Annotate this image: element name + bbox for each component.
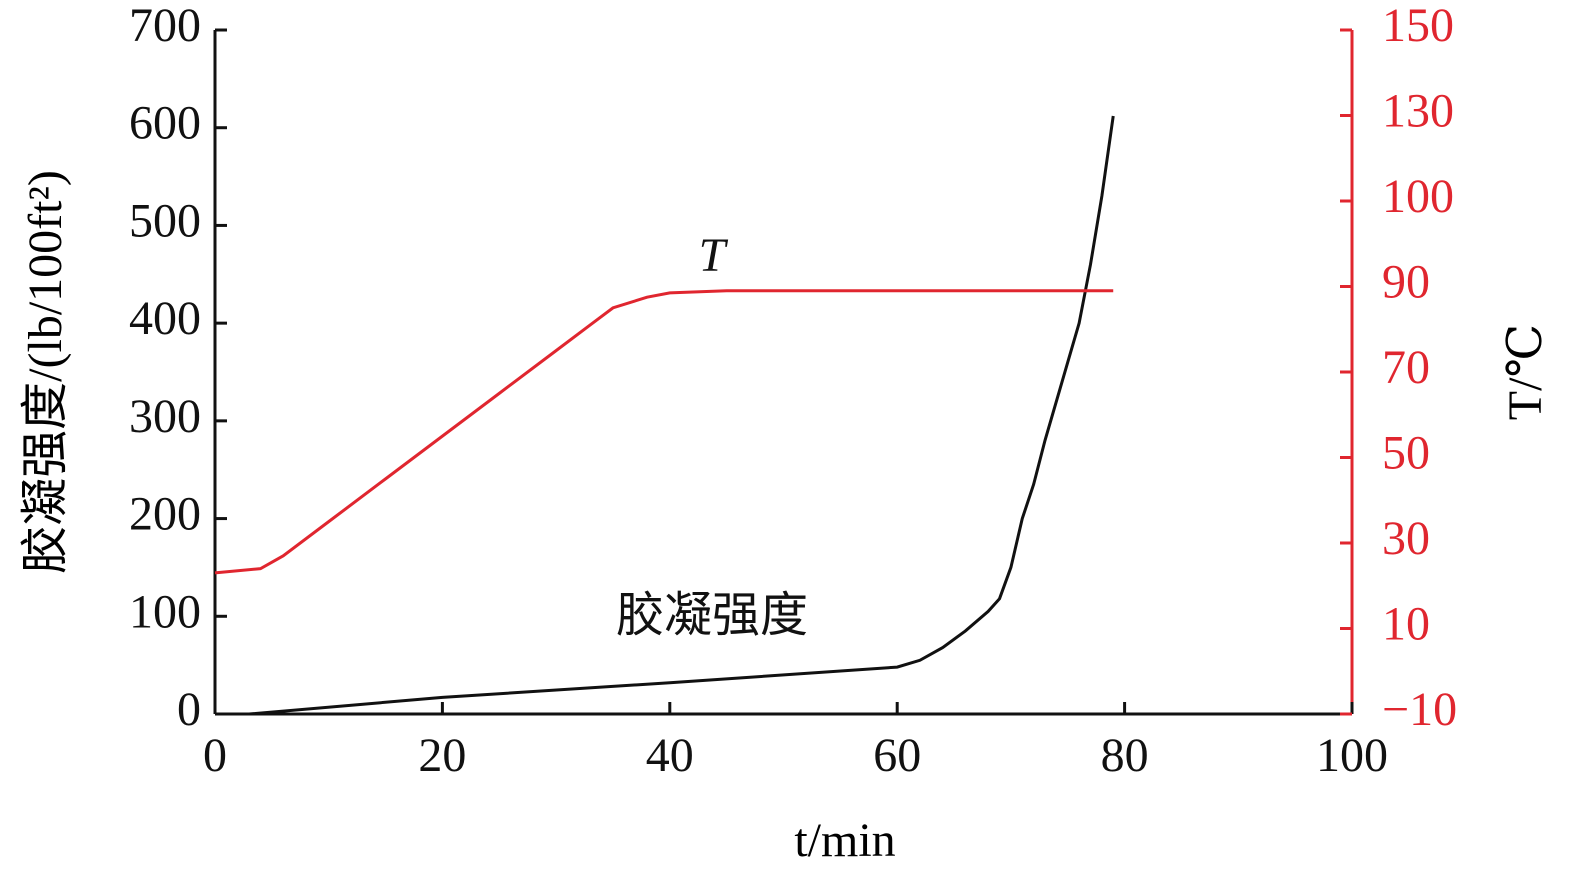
y-axis-label: 胶凝强度/(lb/100ft²) [19,170,72,574]
y2-tick-label: 50 [1382,427,1430,480]
y2-tick-label: 70 [1382,341,1430,394]
y2-tick-label: 30 [1382,512,1430,565]
annotation: T [699,229,729,282]
y2-tick-label: −10 [1382,683,1457,736]
y-tick-label: 700 [129,0,201,52]
line [214,289,1114,575]
x-tick-label: 60 [873,729,921,782]
y-tick-label: 500 [129,194,201,247]
y2-tick-label: 100 [1382,170,1454,223]
y2-tick-label: 90 [1382,256,1430,309]
x-axis-label: t/min [794,814,895,867]
x-tick-label: 80 [1101,729,1149,782]
y2-axis-label: T/℃ [1499,324,1552,420]
y-tick-label: 400 [129,292,201,345]
y-tick-label: 600 [129,97,201,150]
x-tick-label: 20 [418,729,466,782]
y2-tick-label: 130 [1382,85,1454,138]
y2-tick-label: 10 [1382,598,1430,651]
y-tick-label: 200 [129,488,201,541]
annotation: 胶凝强度 [616,589,808,642]
x-tick-label: 100 [1316,729,1388,782]
y-tick-label: 0 [177,683,201,736]
x-tick-label: 0 [203,729,227,782]
y-tick-label: 100 [129,585,201,638]
y2-tick-label: 150 [1382,0,1454,52]
y-tick-label: 300 [129,390,201,443]
x-tick-label: 40 [646,729,694,782]
line [248,115,1115,716]
